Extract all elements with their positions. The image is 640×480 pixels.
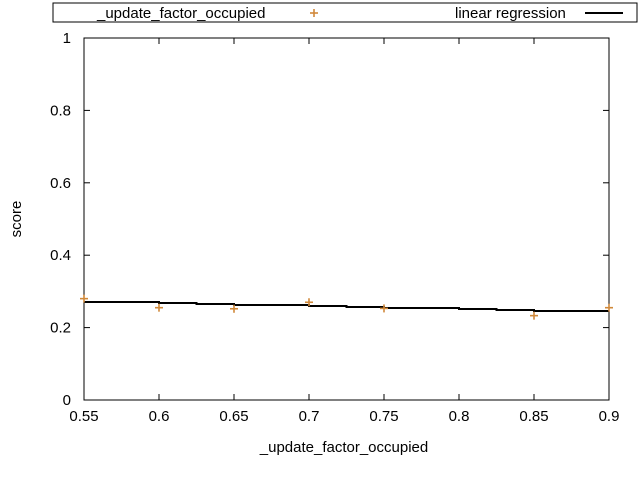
data-point xyxy=(155,303,163,312)
x-tick-label: 0.75 xyxy=(369,408,398,425)
points-series xyxy=(80,294,613,320)
x-tick-label: 0.6 xyxy=(149,408,170,425)
data-point xyxy=(230,304,238,313)
x-tick-label: 0.65 xyxy=(219,408,248,425)
y-tick-label: 0.6 xyxy=(50,175,71,192)
y-tick-label: 0.2 xyxy=(50,320,71,337)
regression-series xyxy=(84,301,609,312)
y-tick-label: 0.4 xyxy=(50,247,71,264)
regression-line xyxy=(84,301,609,312)
y-tick-label: 1 xyxy=(63,30,71,47)
data-point xyxy=(305,298,313,307)
y-tick-label: 0.8 xyxy=(50,102,71,119)
legend-label-regression: linear regression xyxy=(455,5,566,22)
x-tick-label: 0.9 xyxy=(599,408,620,425)
x-axis-title: _update_factor_occupied xyxy=(259,439,428,456)
legend-label-points: _update_factor_occupied xyxy=(96,5,265,22)
x-tick-label: 0.85 xyxy=(519,408,548,425)
data-point xyxy=(605,303,613,312)
x-tick-label: 0.8 xyxy=(449,408,470,425)
x-tick-label: 0.55 xyxy=(69,408,98,425)
legend-frame xyxy=(52,2,638,23)
ticks: 0.55 0.6 0.65 0.7 0.75 0.8 0.85 0.9 0 0.2 0.4 0.6 0.… xyxy=(50,30,619,425)
x-tick-label: 0.7 xyxy=(299,408,320,425)
data-point xyxy=(380,304,388,313)
data-point xyxy=(80,294,88,303)
plot-area xyxy=(83,37,610,401)
y-axis-title: score xyxy=(8,201,25,238)
data-point xyxy=(530,311,538,320)
legend: _update_factor_occupied linear regressio… xyxy=(52,2,638,23)
legend-plus-marker xyxy=(310,9,318,17)
y-tick-label: 0 xyxy=(63,392,71,409)
